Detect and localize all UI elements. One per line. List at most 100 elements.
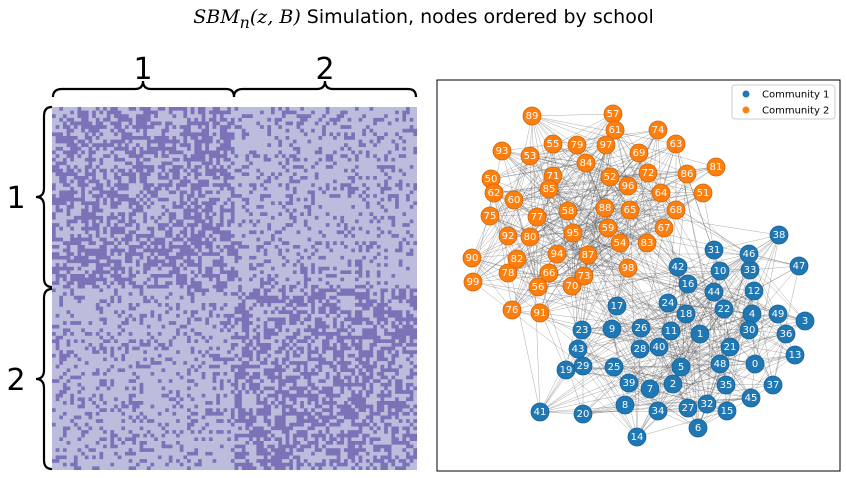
node-label: 80 — [524, 232, 537, 243]
node-marker — [795, 311, 815, 331]
node-label: 62 — [488, 188, 501, 199]
network-node-73: 73 — [574, 266, 594, 286]
network-node-9: 9 — [602, 319, 622, 339]
node-label: 48 — [714, 359, 727, 370]
node-label: 11 — [665, 326, 678, 337]
network-node-74: 74 — [648, 120, 668, 140]
left-block-label-2: 2 — [6, 363, 25, 398]
node-marker — [690, 324, 710, 344]
node-label: 81 — [710, 162, 723, 173]
node-marker — [498, 226, 518, 246]
node-label: 42 — [672, 262, 685, 273]
legend-marker-community-2 — [742, 106, 750, 114]
node-marker — [528, 277, 548, 297]
node-marker — [678, 274, 698, 294]
node-label: 12 — [748, 286, 761, 297]
node-marker — [649, 337, 669, 357]
network-node-80: 80 — [520, 227, 540, 247]
node-label: 23 — [576, 325, 589, 336]
network-node-98: 98 — [618, 258, 638, 278]
node-marker — [498, 263, 518, 283]
node-label: 68 — [670, 205, 683, 216]
node-marker — [618, 258, 638, 278]
node-label: 83 — [641, 238, 654, 249]
node-marker — [741, 388, 761, 408]
node-label: 59 — [602, 223, 615, 234]
network-node-68: 68 — [666, 200, 686, 220]
node-label: 55 — [547, 139, 560, 150]
network-node-49: 49 — [768, 304, 788, 324]
node-label: 98 — [622, 263, 635, 274]
network-node-24: 24 — [658, 293, 678, 313]
node-marker — [605, 120, 625, 140]
node-label: 67 — [658, 223, 671, 234]
network-node-47: 47 — [789, 256, 809, 276]
node-label: 34 — [652, 406, 665, 417]
network-node-38: 38 — [769, 225, 789, 245]
network-node-59: 59 — [598, 218, 618, 238]
node-marker — [522, 106, 542, 126]
node-marker — [539, 179, 559, 199]
network-node-21: 21 — [720, 337, 740, 357]
network-node-63: 63 — [666, 134, 686, 154]
network-node-36: 36 — [776, 324, 796, 344]
node-label: 27 — [682, 403, 695, 414]
node-marker — [520, 227, 540, 247]
node-label: 1 — [697, 329, 703, 340]
node-marker — [572, 320, 592, 340]
network-node-33: 33 — [740, 260, 760, 280]
network-node-83: 83 — [637, 233, 657, 253]
network-node-16: 16 — [678, 274, 698, 294]
node-label: 95 — [567, 228, 580, 239]
node-marker — [563, 223, 583, 243]
network-node-77: 77 — [527, 207, 547, 227]
node-label: 22 — [718, 304, 731, 315]
node-marker — [615, 395, 635, 415]
node-marker — [693, 183, 713, 203]
network-node-61: 61 — [605, 120, 625, 140]
node-marker — [671, 357, 691, 377]
node-label: 85 — [543, 184, 556, 195]
node-label: 72 — [642, 168, 655, 179]
network-node-82: 82 — [507, 249, 527, 269]
network-node-88: 88 — [595, 198, 615, 218]
top-block-label-1: 1 — [133, 52, 152, 87]
node-label: 78 — [502, 268, 515, 279]
node-marker — [619, 373, 639, 393]
node-label: 51 — [697, 188, 710, 199]
node-marker — [543, 134, 563, 154]
node-label: 36 — [780, 329, 793, 340]
node-marker — [558, 201, 578, 221]
network-node-60: 60 — [504, 190, 524, 210]
node-label: 20 — [577, 409, 590, 420]
network-nodes: 0123456789101112131415161718192021222324… — [462, 104, 815, 447]
node-marker — [706, 157, 726, 177]
node-marker — [507, 249, 527, 269]
network-node-51: 51 — [693, 183, 713, 203]
node-label: 31 — [708, 245, 721, 256]
node-marker — [595, 198, 615, 218]
chart-title: SBMn(z, B) Simulation, nodes ordered by … — [193, 6, 654, 32]
node-marker — [484, 183, 504, 203]
node-label: 21 — [724, 342, 737, 353]
node-marker — [658, 293, 678, 313]
network-node-85: 85 — [539, 179, 559, 199]
network-node-43: 43 — [568, 339, 588, 359]
top-braces: 1 2 — [51, 52, 418, 98]
network-node-97: 97 — [596, 135, 616, 155]
network-node-67: 67 — [654, 218, 674, 238]
network-node-42: 42 — [668, 257, 688, 277]
node-marker — [600, 167, 620, 187]
node-marker — [573, 404, 593, 424]
network-node-40: 40 — [649, 337, 669, 357]
network-node-87: 87 — [578, 245, 598, 265]
node-marker — [744, 281, 764, 301]
node-marker — [520, 146, 540, 166]
node-label: 0 — [752, 359, 758, 370]
node-label: 76 — [506, 305, 519, 316]
network-node-94: 94 — [547, 244, 567, 264]
network-node-7: 7 — [640, 379, 660, 399]
node-label: 24 — [662, 298, 675, 309]
node-label: 33 — [744, 265, 757, 276]
